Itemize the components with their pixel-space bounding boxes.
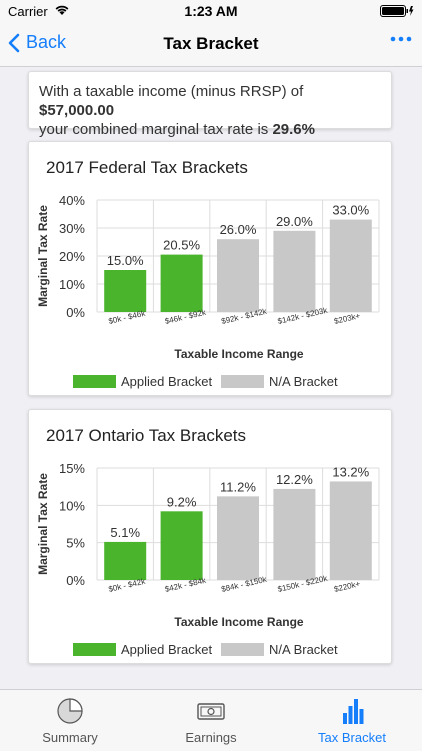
x-axis-label: Taxable Income Range: [174, 347, 303, 361]
bar-value-label: 20.5%: [163, 238, 200, 253]
legend-swatch-na: [221, 643, 264, 656]
summary-middle: your combined marginal tax rate is: [39, 121, 269, 138]
bar-value-label: 11.2%: [220, 479, 256, 494]
bar: [104, 270, 147, 312]
summary-card: With a taxable income (minus RRSP) of $5…: [28, 71, 392, 138]
bar: [329, 481, 372, 580]
y-tick-label: 10%: [59, 498, 85, 513]
y-tick-label: 0%: [66, 573, 85, 588]
carrier-label: Carrier: [8, 4, 48, 19]
y-tick-label: 0%: [66, 305, 85, 320]
legend-swatch-na: [221, 375, 264, 388]
legend-swatch-applied: [73, 643, 116, 656]
bar-chart-icon: [343, 699, 364, 724]
y-tick-label: 15%: [59, 461, 85, 476]
bar: [160, 254, 203, 312]
legend-label-na: N/A Bracket: [269, 374, 338, 389]
pie-chart-icon: [57, 698, 83, 724]
tab-earnings-label: Earnings: [185, 730, 237, 745]
more-options-icon[interactable]: [390, 36, 412, 42]
tab-tax-bracket-label: Tax Bracket: [318, 730, 386, 745]
bar: [217, 239, 259, 312]
money-icon: [197, 703, 225, 720]
bar-value-label: 5.1%: [110, 525, 140, 540]
bar: [217, 496, 259, 580]
x-tick-label: $203k+: [333, 311, 361, 326]
bar: [273, 488, 316, 580]
bar-value-label: 13.2%: [332, 464, 369, 479]
chevron-left-icon: [8, 33, 20, 52]
y-axis-label: Marginal Tax Rate: [36, 205, 50, 307]
bar-value-label: 12.2%: [276, 472, 313, 487]
back-label: Back: [26, 32, 67, 52]
back-button[interactable]: Back: [8, 32, 66, 53]
x-axis-label: Taxable Income Range: [174, 615, 303, 629]
bar-value-label: 26.0%: [220, 222, 257, 237]
y-tick-label: 40%: [59, 193, 85, 208]
bar: [160, 511, 203, 580]
y-tick-label: 20%: [59, 249, 85, 264]
bar-value-label: 15.0%: [107, 253, 144, 268]
y-tick-label: 5%: [66, 536, 85, 551]
tab-bar: Summary Earnings Tax Bracket: [0, 689, 422, 751]
tab-summary-label: Summary: [42, 730, 98, 745]
content-scroll[interactable]: With a taxable income (minus RRSP) of $5…: [0, 67, 422, 689]
tab-earnings[interactable]: Earnings: [141, 690, 281, 751]
chart-title: 2017 Ontario Tax Brackets: [46, 426, 247, 445]
marginal-rate-value: 29.6%: [272, 121, 315, 138]
federal-chart-card: 2017 Federal Tax Brackets 0% 10% 20% 30% 40%…: [28, 141, 392, 396]
battery-icon: [380, 5, 414, 17]
status-bar: Carrier 1:23 AM: [0, 0, 422, 22]
legend-swatch-applied: [73, 375, 116, 388]
bar: [273, 230, 316, 312]
tab-summary[interactable]: Summary: [0, 690, 140, 751]
y-tick-label: 30%: [59, 221, 85, 236]
y-tick-label: 10%: [59, 277, 85, 292]
legend-label-na: N/A Bracket: [269, 642, 338, 657]
bar-value-label: 29.0%: [276, 214, 313, 229]
bar-value-label: 9.2%: [167, 494, 197, 509]
bar: [104, 541, 147, 580]
tab-tax-bracket[interactable]: Tax Bracket: [282, 690, 422, 751]
bar: [329, 219, 372, 312]
navigation-bar: Back Tax Bracket: [0, 22, 422, 67]
chart-title: 2017 Federal Tax Brackets: [46, 158, 248, 177]
summary-prefix: With a taxable income (minus RRSP) of: [39, 83, 304, 100]
taxable-income-value: $57,000.00: [39, 102, 115, 119]
legend-label-applied: Applied Bracket: [121, 374, 212, 389]
x-tick-label: $220k+: [333, 579, 361, 594]
y-axis-label: Marginal Tax Rate: [36, 473, 50, 575]
legend-label-applied: Applied Bracket: [121, 642, 212, 657]
wifi-icon: [55, 5, 69, 15]
bar-value-label: 33.0%: [332, 203, 369, 218]
ontario-chart-card: 2017 Ontario Tax Brackets 0% 5% 10% 15% 5.1%…: [28, 409, 392, 664]
